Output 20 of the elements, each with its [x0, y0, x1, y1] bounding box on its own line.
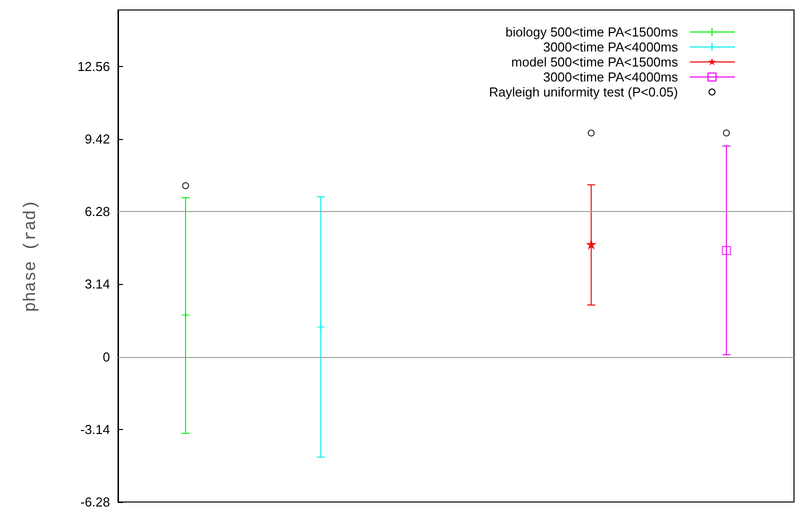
y-tick-label: 6.28 [84, 204, 110, 220]
y-tick-label: 3.14 [84, 276, 110, 292]
y-tick-label: -3.14 [80, 422, 110, 437]
point [586, 240, 596, 249]
point [181, 310, 190, 320]
y-tick-label: 9.42 [84, 132, 110, 147]
legend-label: Rayleigh uniformity test (P<0.05) [489, 84, 678, 100]
y-axis-title: phase (rad) [22, 200, 41, 312]
y-tick-label: 0 [102, 349, 110, 364]
point [722, 130, 730, 136]
point [182, 182, 190, 190]
legend-label: 3000<time PA<4000ms [543, 40, 678, 54]
point [588, 130, 595, 136]
legend-label: 3000<time PA<4000ms [543, 70, 678, 84]
y-tick-label: -6.28 [80, 494, 110, 510]
legend-label: biology 500<time PA<1500ms [506, 24, 678, 40]
legend-label: model 500<time PA<1500ms [511, 54, 678, 70]
point [316, 322, 326, 332]
y-tick-label: 12.56 [77, 58, 110, 74]
point [722, 246, 731, 255]
